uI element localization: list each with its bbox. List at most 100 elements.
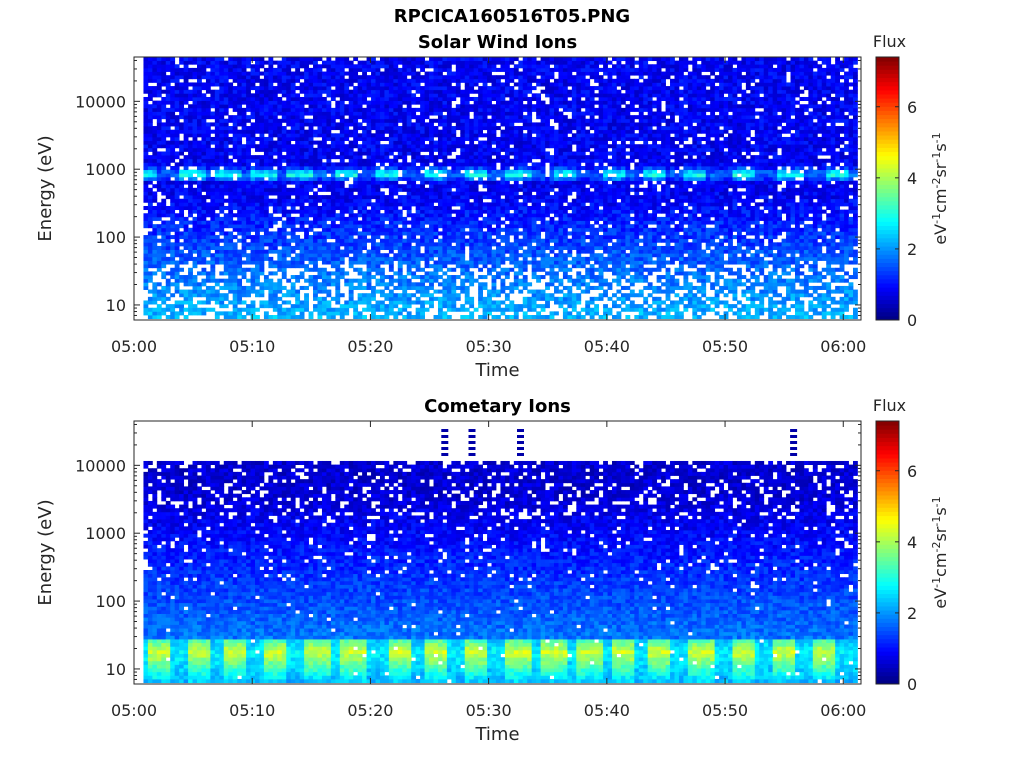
heatmap-cell: [406, 213, 412, 218]
heatmap-cell: [379, 289, 385, 294]
heatmap-cell: [192, 151, 198, 156]
heatmap-cell: [446, 107, 452, 112]
heatmap-cell: [313, 307, 318, 312]
heatmap-cell: [406, 111, 412, 116]
heatmap-cell: [424, 191, 430, 196]
heatmap-cell: [326, 82, 332, 87]
heatmap-cell: [192, 147, 198, 152]
heatmap-cell: [308, 202, 314, 207]
heatmap-cell: [375, 86, 381, 91]
heatmap-cell: [272, 129, 278, 134]
heatmap-cell: [237, 253, 243, 258]
heatmap-cell: [487, 231, 492, 236]
heatmap-cell: [344, 304, 350, 309]
heatmap-cell: [241, 173, 247, 178]
heatmap-cell: [411, 100, 417, 105]
heatmap-cell: [286, 162, 292, 167]
heatmap-cell: [268, 89, 274, 94]
heatmap-cell: [482, 315, 488, 320]
heatmap-cell: [357, 180, 363, 185]
heatmap-cell: [451, 195, 457, 200]
heatmap-cell: [223, 267, 229, 272]
heatmap-cell: [156, 289, 162, 294]
heatmap-cell: [201, 198, 207, 203]
heatmap-cell: [384, 67, 390, 72]
heatmap-cell: [147, 253, 153, 258]
heatmap-cell: [442, 220, 448, 225]
heatmap-cell: [183, 224, 189, 229]
heatmap-cell: [487, 162, 492, 167]
heatmap-cell: [192, 224, 198, 229]
heatmap-cell: [246, 231, 251, 236]
heatmap-cell: [241, 67, 247, 72]
heatmap-cell: [241, 111, 247, 116]
heatmap-cell: [437, 264, 443, 269]
heatmap-cell: [415, 256, 421, 261]
heatmap-cell: [402, 93, 408, 98]
heatmap-cell: [188, 300, 193, 305]
heatmap-cell: [504, 82, 510, 87]
heatmap-cell: [491, 227, 497, 232]
heatmap-cell: [344, 253, 350, 258]
heatmap-cell: [179, 242, 185, 247]
heatmap-cell: [371, 64, 376, 69]
heatmap-cell: [179, 191, 185, 196]
heatmap-cell: [504, 89, 510, 94]
heatmap-cell: [393, 293, 399, 298]
heatmap-cell: [326, 311, 332, 316]
heatmap-cell: [161, 245, 167, 250]
heatmap-cell: [161, 173, 167, 178]
heatmap-cell: [397, 60, 403, 65]
heatmap-cell: [339, 78, 345, 83]
heatmap-cell: [362, 169, 367, 174]
heatmap-cell: [255, 231, 260, 236]
heatmap-cell: [500, 184, 506, 189]
heatmap-cell: [299, 307, 305, 312]
heatmap-cell: [295, 227, 301, 232]
heatmap-cell: [379, 104, 385, 109]
heatmap-cell: [192, 158, 198, 163]
heatmap-cell: [179, 129, 185, 134]
heatmap-cell: [487, 96, 492, 101]
heatmap-cell: [205, 169, 211, 174]
heatmap-cell: [433, 57, 439, 62]
heatmap-cell: [290, 107, 296, 112]
heatmap-cell: [255, 184, 260, 189]
heatmap-cell: [197, 209, 202, 214]
heatmap-cell: [219, 249, 225, 254]
heatmap-cell: [214, 205, 220, 211]
heatmap-cell: [299, 315, 305, 320]
heatmap-cell: [384, 155, 390, 160]
heatmap-cell: [183, 256, 189, 261]
heatmap-cell: [241, 60, 247, 65]
heatmap-cell: [161, 191, 167, 196]
heatmap-cell: [201, 57, 207, 62]
heatmap-cell: [348, 82, 354, 87]
heatmap-cell: [455, 169, 461, 174]
heatmap-cell: [424, 158, 430, 163]
heatmap-cell: [388, 238, 394, 243]
heatmap-cell: [152, 162, 158, 167]
heatmap-cell: [473, 260, 479, 265]
heatmap-cell: [308, 173, 314, 178]
heatmap-cell: [406, 93, 412, 98]
heatmap-cell: [326, 78, 332, 83]
heatmap-cell: [424, 89, 430, 94]
heatmap-cell: [290, 282, 296, 287]
heatmap-cell: [237, 151, 243, 156]
heatmap-cell: [348, 187, 354, 192]
heatmap-cell: [504, 235, 510, 240]
heatmap-cell: [429, 220, 434, 225]
heatmap-cell: [237, 147, 243, 152]
heatmap-cell: [143, 224, 149, 229]
heatmap-cell: [393, 253, 399, 258]
heatmap-cell: [232, 129, 238, 134]
heatmap-cell: [478, 111, 483, 116]
heatmap-cell: [295, 133, 301, 138]
heatmap-cell: [255, 86, 260, 91]
heatmap-cell: [469, 126, 475, 131]
heatmap-cell: [353, 144, 359, 149]
heatmap-cell: [415, 238, 421, 243]
heatmap-cell: [281, 107, 287, 112]
heatmap-cell: [313, 198, 318, 203]
